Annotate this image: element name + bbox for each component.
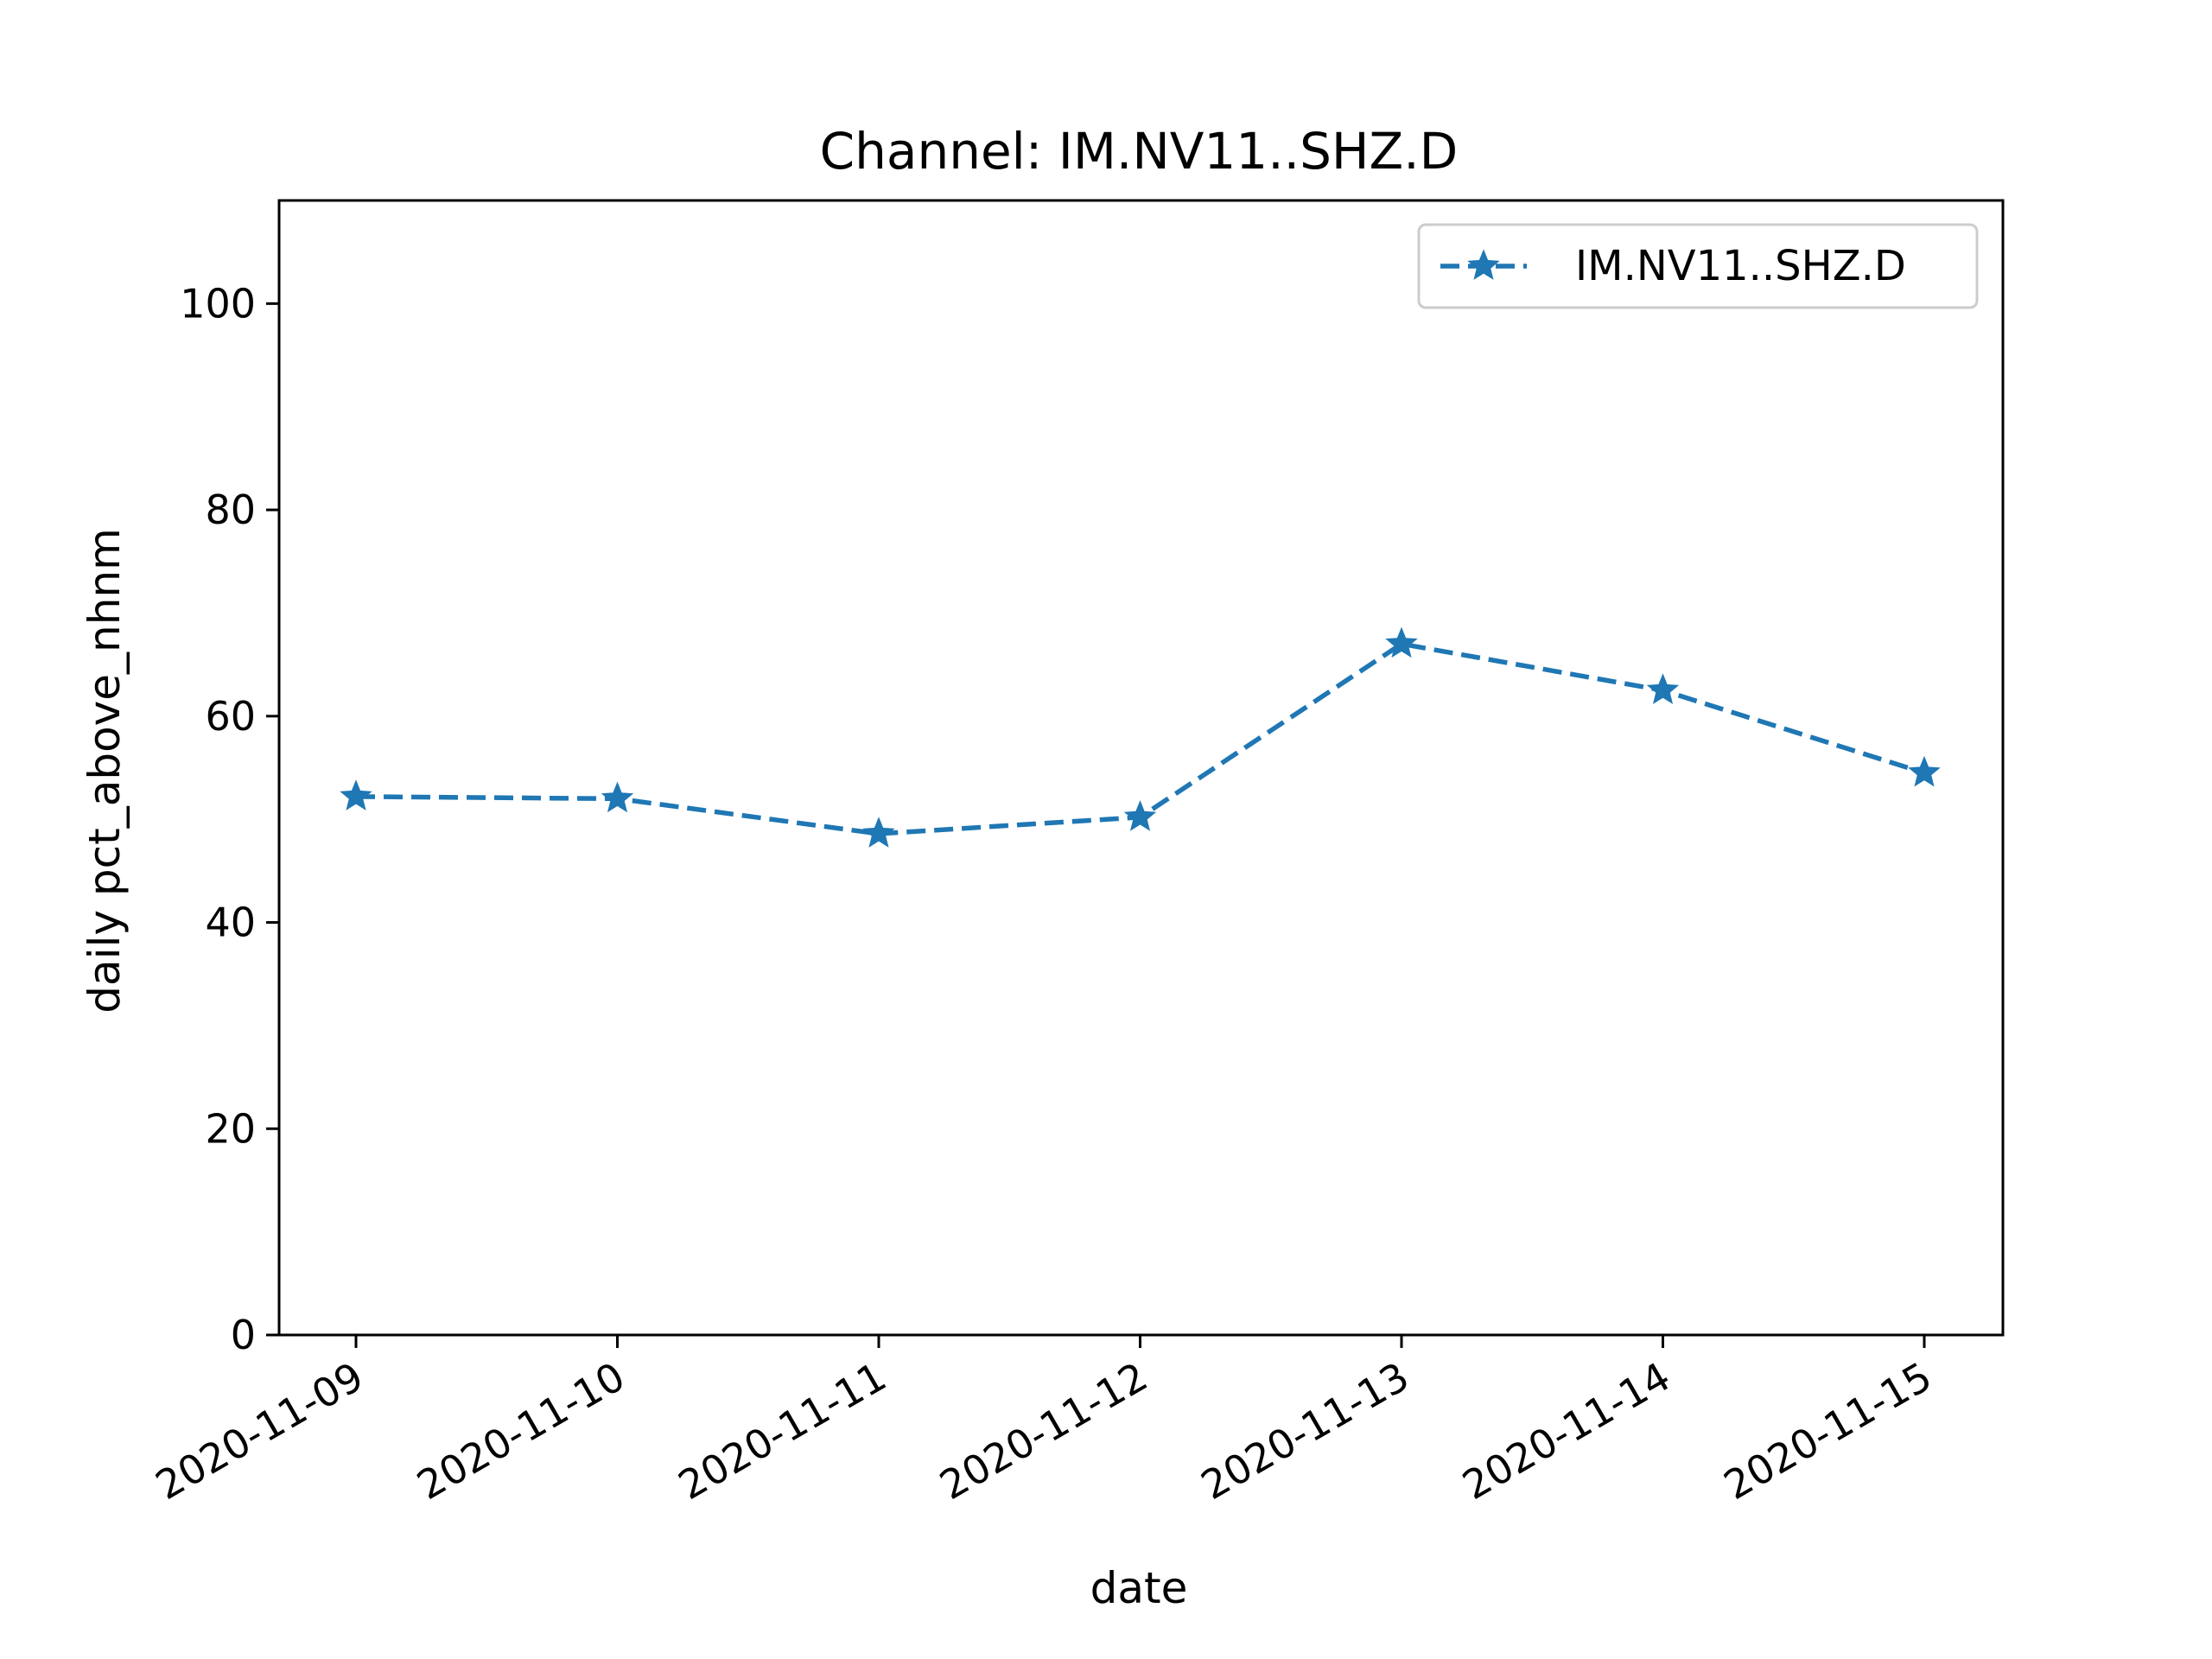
y-tick-label: 0	[231, 1312, 256, 1358]
data-point-marker	[862, 817, 895, 848]
data-point-marker	[1646, 673, 1680, 704]
y-tick-label: 60	[205, 693, 256, 740]
data-point-marker	[1385, 626, 1418, 658]
legend-frame	[1417, 223, 1979, 309]
y-tick-label: 20	[205, 1105, 256, 1152]
legend-star-marker	[1467, 249, 1500, 280]
y-tick-label: 40	[205, 899, 256, 946]
plot-frame	[277, 199, 2005, 1337]
y-axis-title: daily pct_above_nhnm	[79, 528, 130, 1014]
y-tick-label: 80	[205, 486, 256, 533]
data-point-marker	[601, 781, 634, 813]
data-point-marker	[1908, 755, 1941, 787]
y-tick-label: 100	[180, 280, 256, 327]
data-point-marker	[1123, 800, 1157, 831]
chart-title: Channel: IM.NV11..SHZ.D	[820, 122, 1459, 181]
legend-marker-sample	[1467, 249, 1500, 280]
data-point-marker	[340, 779, 372, 810]
legend-series-name: IM.NV11..SHZ.D	[1575, 242, 1906, 290]
legend: IM.NV11..SHZ.D	[1417, 223, 1979, 309]
x-axis-title: date	[1090, 1563, 1188, 1613]
